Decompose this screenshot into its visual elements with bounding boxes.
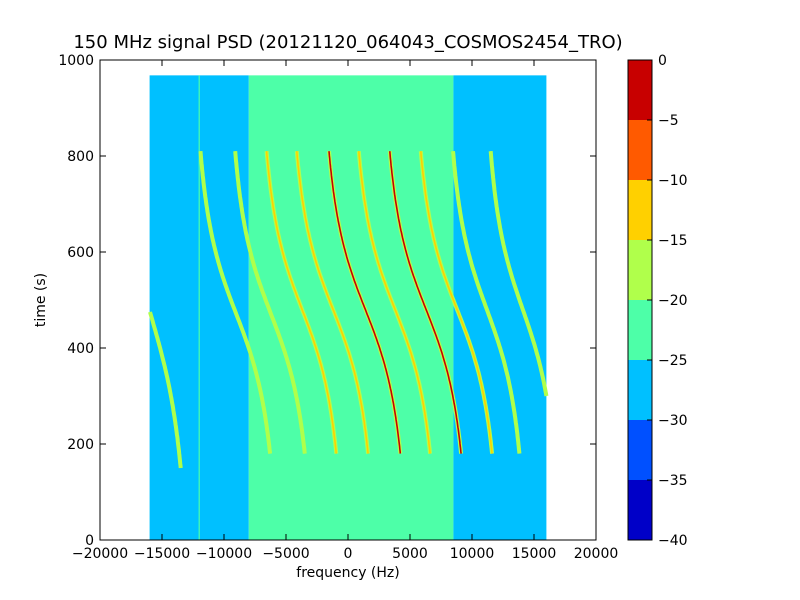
colorbar-tick-label: −20 [658, 293, 688, 309]
x-axis: −20000 −15000 −10000 −5000 0 5000 10000 15000 20… [72, 60, 618, 562]
x-axis-label: frequency (Hz) [296, 565, 399, 581]
y-tick-label: 1000 [58, 53, 94, 69]
signal-trace [420, 151, 493, 454]
colorbar-tick-label: −15 [658, 233, 688, 249]
signal-trace [389, 151, 462, 454]
colorbar-segment [628, 60, 652, 120]
x-tick-label: −5000 [262, 546, 309, 562]
colorbar-tick-label: −35 [658, 473, 688, 489]
y-tick-label: 0 [85, 533, 94, 549]
signal-trace [149, 311, 182, 469]
signal-trace [296, 151, 369, 454]
colorbar-segment [628, 300, 652, 360]
plot-area: −20000 −15000 −10000 −5000 0 5000 10000 15000 20… [58, 53, 618, 562]
x-tick-label: −20000 [72, 546, 128, 562]
x-tick-label: 15000 [512, 546, 557, 562]
signal-trace [234, 151, 306, 454]
y-tick-label: 800 [67, 149, 94, 165]
colorbar-tick-label: 0 [658, 53, 667, 69]
colorbar-segment [628, 180, 652, 240]
signal-trace [328, 151, 402, 454]
heatmap-region [248, 75, 454, 541]
heatmap-region [453, 75, 547, 541]
colorbar-segment [628, 420, 652, 480]
x-tick-label: 0 [344, 546, 353, 562]
y-tick-label: 200 [67, 437, 94, 453]
colorbar-tick-label: −30 [658, 413, 688, 429]
x-tick-label: −15000 [134, 546, 190, 562]
colorbar-ticks: −40 −35 −30 −25 −20 −15 −10 −5 0 [647, 53, 688, 549]
y-tick-label: 600 [67, 245, 94, 261]
colorbar-segment [628, 240, 652, 300]
x-tick-label: 10000 [450, 546, 495, 562]
signal-trace [358, 151, 431, 454]
signal-trace [265, 151, 338, 454]
colorbar-tick-label: −10 [658, 173, 688, 189]
chart-title: 150 MHz signal PSD (20121120_064043_COSM… [73, 32, 622, 53]
y-axis: 0 200 400 600 800 1000 [58, 53, 596, 549]
signal-trace [489, 151, 548, 397]
x-tick-label: −10000 [196, 546, 252, 562]
colorbar-segments [628, 60, 652, 540]
colorbar-tick-label: −25 [658, 353, 688, 369]
signal-trace [452, 151, 521, 454]
colorbar-tick-label: −5 [658, 113, 679, 129]
signal-trace [199, 151, 271, 454]
x-tick-label: 20000 [574, 546, 619, 562]
colorbar-segment [628, 480, 652, 540]
x-tick-label: 5000 [392, 546, 428, 562]
y-tick-label: 400 [67, 341, 94, 357]
trace-layer [148, 150, 549, 469]
colorbar-tick-label: −40 [658, 533, 688, 549]
y-axis-label: time (s) [33, 273, 49, 327]
colorbar: −40 −35 −30 −25 −20 −15 −10 −5 0 [627, 53, 688, 549]
colorbar-segment [628, 120, 652, 180]
colorbar-segment [628, 360, 652, 420]
